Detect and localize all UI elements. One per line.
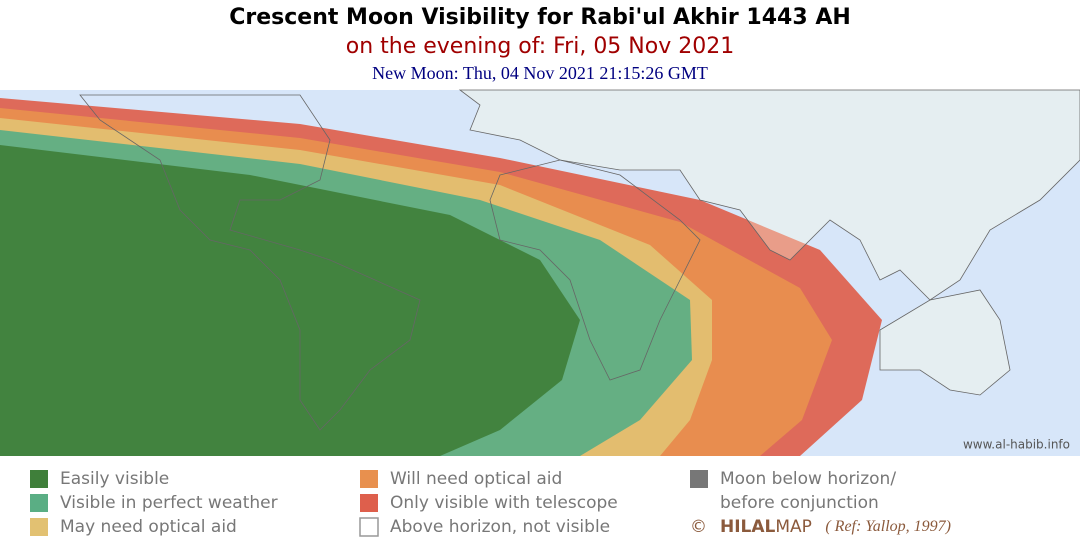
copyright: © <box>690 517 707 537</box>
brand: MAP <box>775 517 812 537</box>
legend-label: Will need optical aid <box>390 469 562 489</box>
legend-swatch <box>360 470 378 488</box>
legend-swatch <box>30 518 48 536</box>
watermark: www.al-habib.info <box>963 438 1070 452</box>
legend-swatch <box>30 494 48 512</box>
legend-label: Above horizon, not visible <box>390 517 610 537</box>
reference: ( Ref: Yallop, 1997) <box>825 518 951 535</box>
legend-label: May need optical aid <box>60 517 237 537</box>
zone <box>0 145 580 456</box>
legend-swatch <box>30 470 48 488</box>
legend-swatch <box>359 517 379 537</box>
africa <box>489 159 701 381</box>
legend: Easily visible Visible in perfect weather… <box>30 469 896 537</box>
americas <box>79 94 421 431</box>
legend-label: before conjunction <box>720 493 879 513</box>
credit: © HILALMAP ( Ref: Yallop, 1997) <box>690 517 951 537</box>
subtitle: on the evening of: Fri, 05 Nov 2021 <box>346 34 734 59</box>
australia <box>879 289 1011 396</box>
new-moon: New Moon: Thu, 04 Nov 2021 21:15:26 GMT <box>372 63 708 83</box>
land <box>79 89 1080 431</box>
title: Crescent Moon Visibility for Rabi'ul Akh… <box>229 5 851 30</box>
legend-label: Moon below horizon/ <box>720 469 896 489</box>
legend-label: Easily visible <box>60 469 169 489</box>
eurasia <box>458 89 1080 301</box>
legend-label: Only visible with telescope <box>390 493 618 513</box>
legend-swatch <box>690 470 708 488</box>
brand-bold: HILAL <box>720 517 776 537</box>
visibility-zones <box>0 98 882 456</box>
legend-label: Visible in perfect weather <box>60 493 278 513</box>
legend-swatch <box>360 494 378 512</box>
